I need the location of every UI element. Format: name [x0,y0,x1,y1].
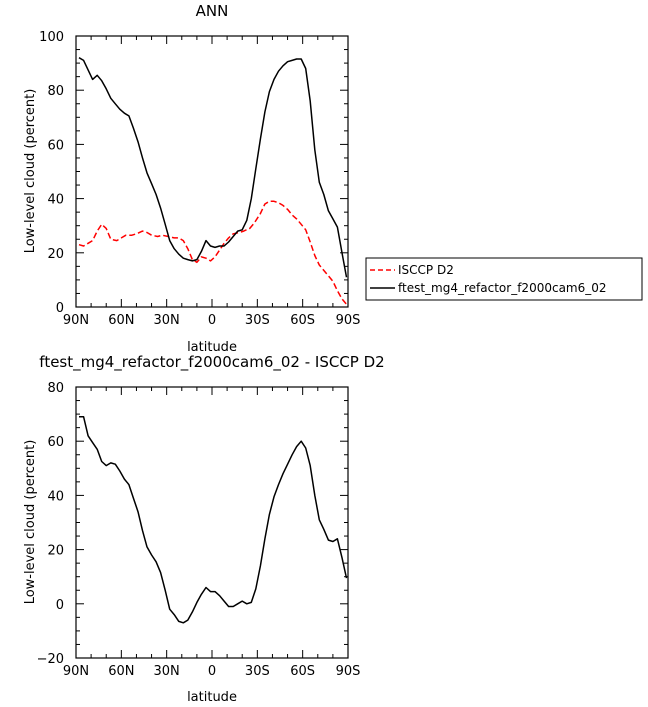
bottom-y-axis-label: Low-level cloud (percent) [23,440,38,605]
top-axes: 90N 60N 30N 0 30S 60S 90S 0 20 40 60 80 100 [39,30,360,328]
bottom-x-tick-label: 30N [154,664,180,679]
legend-box [365,257,643,301]
top-series-line-2 [78,57,348,278]
top-x-tick-label: 0 [208,313,216,328]
bottom-series-group [79,416,348,624]
top-panel: ANN Low-level cloud (percent) latitude 9… [23,2,643,355]
top-y-tick-label: 80 [47,84,64,99]
bottom-panel: ftest_mg4_refactor_f2000cam6_02 - ISCCP … [23,353,385,705]
bottom-plot-frame [75,386,349,659]
bottom-y-tick-label: 80 [47,381,64,396]
top-x-tick-label: 90N [63,313,89,328]
top-series-group [78,57,348,305]
bottom-y-tick-label: −20 [37,652,64,667]
top-x-tick-label: 30N [154,313,180,328]
top-y-tick-label: 60 [47,138,64,153]
bottom-x-tick-label: 90S [336,664,361,679]
bottom-x-tick-label: 30S [245,664,270,679]
bottom-x-tick-label: 60S [290,664,315,679]
top-y-tick-label: 20 [47,247,64,262]
top-x-axis-label: latitude [187,340,237,355]
top-y-tick-label: 40 [47,193,64,208]
top-y-tick-label: 100 [39,30,64,45]
legend-label-model: ftest_mg4_refactor_f2000cam6_02 [398,281,607,295]
top-y-axis-label: Low-level cloud (percent) [23,89,38,254]
bottom-y-tick-label: 20 [47,544,64,559]
top-series-line-1 [78,200,348,305]
bottom-x-tick-label: 0 [208,664,216,679]
bottom-y-tick-label: 0 [56,598,64,613]
top-x-tick-label: 90S [336,313,361,328]
top-x-tick-label: 60S [290,313,315,328]
bottom-chart-title: ftest_mg4_refactor_f2000cam6_02 - ISCCP … [39,353,384,372]
bottom-series-line-1 [79,416,348,624]
bottom-y-tick-label: 60 [47,435,64,450]
bottom-y-tick-label: 40 [47,489,64,504]
legend: ISCCP D2 ftest_mg4_refactor_f2000cam6_02 [365,257,643,301]
top-x-tick-label: 30S [245,313,270,328]
top-chart-title: ANN [196,2,229,20]
bottom-x-tick-label: 90N [63,664,89,679]
legend-label-isccp: ISCCP D2 [398,263,454,277]
top-y-tick-label: 0 [56,301,64,316]
bottom-x-tick-label: 60N [108,664,134,679]
bottom-axes: 90N 60N 30N 0 30S 60S 90S −20 0 20 40 60 80 [37,381,361,679]
top-x-tick-label: 60N [108,313,134,328]
bottom-x-axis-label: latitude [187,690,237,705]
